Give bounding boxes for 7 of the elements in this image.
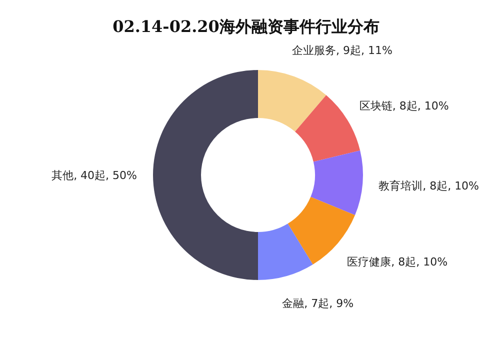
slice-label: 金融, 7起, 9%: [282, 297, 354, 310]
slice-label: 医疗健康, 8起, 10%: [347, 255, 448, 268]
slice-label: 区块链, 8起, 10%: [359, 100, 449, 113]
chart-title: 02.14-02.20海外融资事件行业分布: [112, 17, 380, 36]
slice-label: 其他, 40起, 50%: [52, 169, 137, 182]
slice-label: 企业服务, 9起, 11%: [292, 44, 392, 58]
slice-label: 教育培训, 8起, 10%: [378, 179, 480, 192]
